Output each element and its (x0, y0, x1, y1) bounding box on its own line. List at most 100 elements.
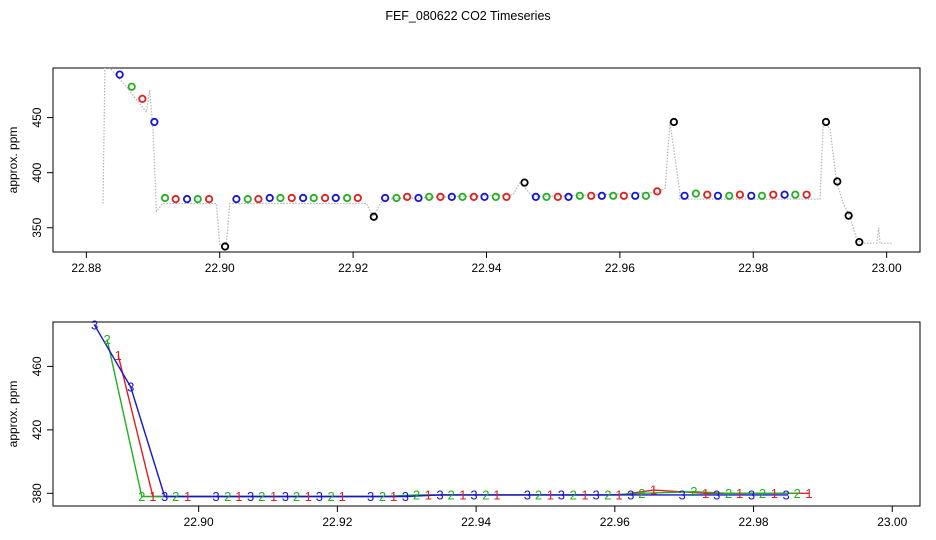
series-3-marker: 3 (282, 489, 289, 504)
top-y-axis-label: approx. ppm (6, 127, 20, 194)
series-3-marker: 3 (91, 318, 98, 333)
top-plot-frame (52, 67, 921, 253)
series-2-marker: 2 (413, 487, 420, 502)
series-2-marker: 2 (604, 487, 611, 502)
series-3-marker: 3 (367, 489, 374, 504)
data-point-blue (480, 192, 489, 202)
series-3-marker: 3 (436, 487, 443, 502)
data-point-black (855, 237, 864, 247)
data-point-red (138, 94, 147, 103)
data-point-blue (531, 192, 540, 202)
data-point-red (353, 193, 362, 203)
data-point-red (204, 195, 214, 204)
series-3-marker: 3 (592, 487, 599, 502)
series-3-marker: 3 (316, 489, 323, 504)
series-3-marker: 3 (470, 487, 477, 502)
data-point-green (160, 193, 170, 203)
top-x-tick-label: 23.00 (872, 261, 902, 275)
data-point-red (254, 195, 263, 204)
data-point-green (458, 192, 467, 202)
series-1-marker: 1 (581, 487, 588, 502)
data-point-green (276, 193, 285, 203)
data-point-blue (265, 193, 274, 203)
bottom-x-tick-label: 22.98 (739, 515, 769, 529)
top-x-tick-label: 22.96 (605, 261, 635, 275)
series-2-marker: 2 (690, 484, 697, 499)
data-point-blue (564, 192, 573, 202)
data-point-blue (150, 117, 159, 127)
data-point-blue (597, 191, 606, 200)
top-x-tick-label: 22.98 (738, 261, 768, 275)
series-1-marker: 1 (771, 486, 778, 501)
top-y-tick-label: 350 (30, 217, 44, 237)
data-point-blue (298, 193, 308, 203)
data-point-blue (713, 191, 723, 200)
series-3-marker: 3 (402, 489, 409, 504)
data-point-red (403, 192, 412, 202)
data-point-blue (381, 193, 390, 203)
top-x-tick-label: 22.90 (205, 261, 235, 275)
series-2-line (106, 339, 798, 498)
data-point-blue (232, 195, 241, 204)
top-x-tick-label: 22.94 (471, 261, 501, 275)
data-point-blue (115, 70, 124, 79)
series-2-marker: 2 (224, 489, 231, 504)
top-y-tick-label: 400 (30, 162, 44, 182)
data-point-black (520, 178, 529, 187)
series-1-marker: 1 (547, 487, 554, 502)
bottom-y-tick-label: 460 (30, 356, 44, 376)
series-3-marker: 3 (558, 487, 565, 502)
data-point-blue (182, 195, 192, 204)
series-2-marker: 2 (570, 487, 577, 502)
series-1-marker: 1 (459, 487, 466, 502)
data-point-blue (447, 192, 456, 202)
series-3-marker: 3 (627, 487, 634, 502)
series-1-marker: 1 (493, 487, 500, 502)
data-point-red (653, 187, 662, 196)
page-title: FEF_080622 CO2 Timeseries (385, 9, 551, 23)
bottom-x-tick-label: 23.00 (877, 515, 907, 529)
bottom-y-tick-label: 420 (30, 420, 44, 440)
data-point-red (321, 193, 330, 203)
top-x-tick-label: 22.92 (338, 261, 368, 275)
bottom-plot-area: 11 1 1 1 1 1 1 1 1 1 1 1 1 1 1 1 1 122 2 2 2 2 2 2 2 2 2 2 2 2 2 2 2 2 233… (91, 318, 813, 504)
series-3-marker: 3 (713, 487, 720, 502)
series-2-marker: 2 (172, 489, 179, 504)
data-point-green (757, 191, 767, 200)
bottom-x-tick-label: 22.94 (461, 515, 491, 529)
data-point-red (436, 192, 445, 202)
series-1-marker: 1 (339, 489, 346, 504)
data-point-green (725, 191, 734, 200)
bottom-x-tick-label: 22.90 (184, 515, 214, 529)
data-point-red (469, 192, 478, 202)
data-point-blue (680, 191, 689, 200)
series-3-line (93, 324, 787, 498)
data-point-red (587, 191, 596, 200)
data-point-green (641, 191, 650, 200)
top-plot-area (102, 68, 894, 251)
data-point-green (425, 192, 434, 202)
raw-co2-trace (102, 68, 894, 245)
data-point-green (609, 191, 618, 200)
series-1-marker: 1 (615, 487, 622, 502)
series-1-marker: 1 (270, 489, 277, 504)
top-x-tick-label: 22.88 (71, 261, 101, 275)
data-point-red (287, 193, 296, 203)
data-point-green (491, 192, 500, 202)
series-3-marker: 3 (247, 489, 254, 504)
data-point-green (575, 191, 584, 200)
data-point-red (502, 192, 511, 202)
data-point-red (553, 192, 562, 202)
series-1-marker: 1 (805, 486, 812, 501)
data-point-red (703, 190, 712, 199)
data-point-green (127, 82, 136, 91)
series-3-marker: 3 (678, 487, 685, 502)
series-2-marker: 2 (725, 486, 732, 501)
data-point-red (619, 191, 628, 200)
data-point-green (392, 193, 401, 203)
data-point-black (844, 211, 853, 220)
bottom-panel: 22.90 22.92 22.94 22.96 22.98 23.00 380 420 460 a… (6, 318, 921, 529)
series-2-marker: 2 (103, 332, 110, 347)
data-point-green (243, 195, 252, 204)
